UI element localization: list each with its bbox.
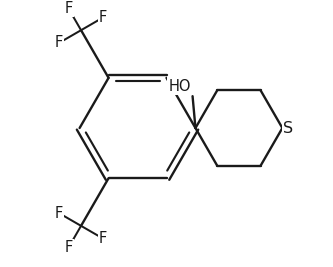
- Text: F: F: [64, 240, 73, 256]
- Text: F: F: [55, 36, 63, 50]
- Text: F: F: [64, 1, 73, 16]
- Text: F: F: [99, 10, 107, 25]
- Text: HO: HO: [168, 78, 191, 93]
- Text: F: F: [55, 206, 63, 221]
- Text: F: F: [99, 231, 107, 246]
- Text: S: S: [283, 120, 293, 136]
